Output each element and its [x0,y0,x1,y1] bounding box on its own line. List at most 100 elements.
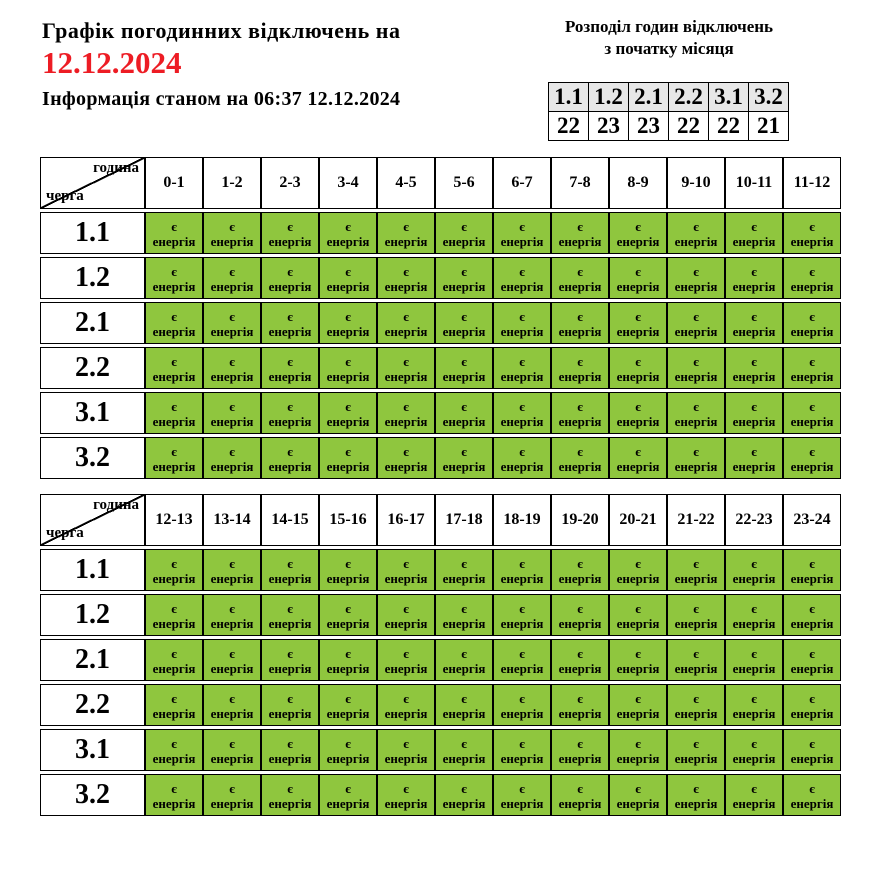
energy-status-cell: є енергія [145,549,203,591]
hour-header-cell: 7-8 [551,157,609,209]
page-title: Графік погодинних відключень на [42,18,401,43]
energy-status-line1: є [345,353,351,369]
hour-header-cell: 3-4 [319,157,377,209]
energy-status-cell: є енергія [783,684,841,726]
energy-status-line2: енергія [210,660,254,676]
energy-status-line2: енергія [268,278,312,294]
energy-status-line2: енергія [500,750,544,766]
energy-status-line2: енергія [500,278,544,294]
energy-status-line2: енергія [558,750,602,766]
energy-status-cell: є енергія [783,212,841,254]
hour-header-cell: 21-22 [667,494,725,546]
energy-status-cell: є енергія [261,594,319,636]
energy-status-line2: енергія [442,705,486,721]
energy-status-line1: є [171,308,177,324]
energy-status-line2: енергія [500,233,544,249]
energy-status-line1: є [809,735,815,751]
energy-status-line1: є [519,398,525,414]
energy-status-line2: енергія [268,233,312,249]
queue-label-cell: 2.2 [40,347,145,389]
energy-status-cell: є енергія [551,302,609,344]
energy-status-cell: є енергія [493,437,551,479]
energy-status-cell: є енергія [145,347,203,389]
energy-status-cell: є енергія [145,639,203,681]
energy-status-line1: є [229,645,235,661]
energy-status-cell: є енергія [725,729,783,771]
energy-status-cell: є енергія [435,257,493,299]
energy-status-cell: є енергія [203,437,261,479]
energy-status-cell: є енергія [435,212,493,254]
energy-status-line2: енергія [558,278,602,294]
energy-status-line2: енергія [268,660,312,676]
hour-header-cell: 5-6 [435,157,493,209]
energy-status-line2: енергія [732,570,776,586]
energy-status-line2: енергія [442,458,486,474]
energy-status-line2: енергія [558,615,602,631]
energy-status-line2: енергія [790,233,834,249]
energy-status-cell: є енергія [319,212,377,254]
energy-status-line2: енергія [732,705,776,721]
energy-status-line2: енергія [152,615,196,631]
energy-status-line1: є [635,308,641,324]
energy-status-cell: є енергія [551,594,609,636]
energy-status-line2: енергія [558,233,602,249]
energy-status-line2: енергія [732,278,776,294]
energy-status-cell: є енергія [377,347,435,389]
energy-status-line2: енергія [732,368,776,384]
energy-status-cell: є енергія [319,257,377,299]
energy-status-cell: є енергія [667,302,725,344]
energy-status-cell: є енергія [261,212,319,254]
energy-status-line2: енергія [152,233,196,249]
corner-queue-label: черга [46,188,84,204]
energy-status-line1: є [403,690,409,706]
energy-status-line1: є [403,735,409,751]
energy-status-cell: є енергія [435,549,493,591]
energy-status-cell: є енергія [551,639,609,681]
energy-status-line1: є [693,600,699,616]
energy-status-line2: енергія [674,750,718,766]
energy-status-line1: є [287,735,293,751]
energy-status-line2: енергія [442,233,486,249]
energy-status-line2: енергія [326,323,370,339]
energy-status-cell: є енергія [377,302,435,344]
energy-status-cell: є енергія [609,257,667,299]
energy-status-line2: енергія [500,458,544,474]
energy-status-cell: є енергія [261,774,319,816]
energy-status-line1: є [577,780,583,796]
energy-status-line2: енергія [442,750,486,766]
energy-status-cell: є енергія [725,347,783,389]
energy-status-line2: енергія [616,458,660,474]
energy-status-cell: є енергія [435,594,493,636]
energy-status-line2: енергія [152,368,196,384]
energy-status-line2: енергія [790,413,834,429]
energy-status-line2: енергія [152,323,196,339]
hour-header-cell: 13-14 [203,494,261,546]
energy-status-line2: енергія [674,795,718,811]
queue-label-cell: 3.2 [40,437,145,479]
energy-status-line2: енергія [616,323,660,339]
energy-status-line2: енергія [500,660,544,676]
energy-status-cell: є енергія [203,212,261,254]
energy-status-cell: є енергія [667,212,725,254]
energy-status-line1: є [229,443,235,459]
energy-status-line1: є [809,308,815,324]
energy-status-line1: є [287,308,293,324]
energy-status-cell: є енергія [203,639,261,681]
energy-status-line1: є [809,600,815,616]
energy-status-cell: є енергія [203,347,261,389]
energy-status-line1: є [577,600,583,616]
energy-status-line2: енергія [442,660,486,676]
energy-status-line2: енергія [790,570,834,586]
energy-status-cell: є енергія [145,729,203,771]
energy-status-line2: енергія [326,570,370,586]
energy-status-line1: є [693,690,699,706]
energy-status-cell: є енергія [783,347,841,389]
energy-status-cell: є енергія [783,302,841,344]
energy-status-cell: є енергія [551,729,609,771]
corner-queue-label: черга [46,525,84,541]
energy-status-line1: є [693,645,699,661]
energy-status-line2: енергія [616,368,660,384]
energy-status-line2: енергія [326,795,370,811]
distribution-queue-header-cell: 1.2 [588,82,629,112]
energy-status-line1: є [809,443,815,459]
